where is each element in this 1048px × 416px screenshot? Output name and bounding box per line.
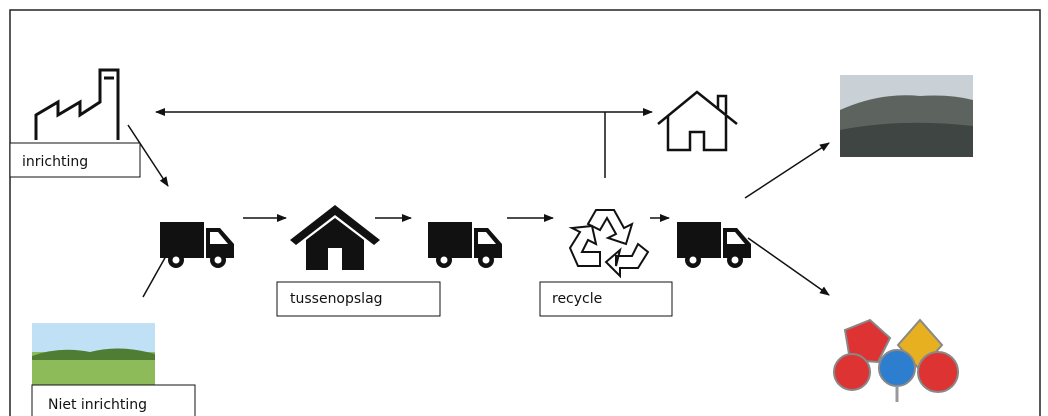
factory-icon	[36, 70, 118, 140]
truck-icon	[160, 222, 234, 268]
house-icon	[658, 92, 737, 150]
connector	[143, 256, 166, 297]
arrow	[745, 143, 829, 198]
field-image	[32, 323, 155, 385]
node-label: tussenopslag	[290, 291, 383, 307]
warning-signs-image	[834, 320, 958, 402]
recycle-icon	[570, 210, 648, 276]
storage-icon	[290, 205, 380, 270]
node-label: inrichting	[22, 154, 88, 170]
truck-icon	[428, 222, 502, 268]
landfill-image	[840, 75, 973, 157]
truck-icon	[677, 222, 751, 268]
arrow	[748, 238, 829, 295]
node-label: recycle	[552, 291, 602, 307]
node-label: Niet inrichting	[48, 397, 147, 413]
diagram: inrichting tussenopslag recycle	[0, 0, 1048, 416]
